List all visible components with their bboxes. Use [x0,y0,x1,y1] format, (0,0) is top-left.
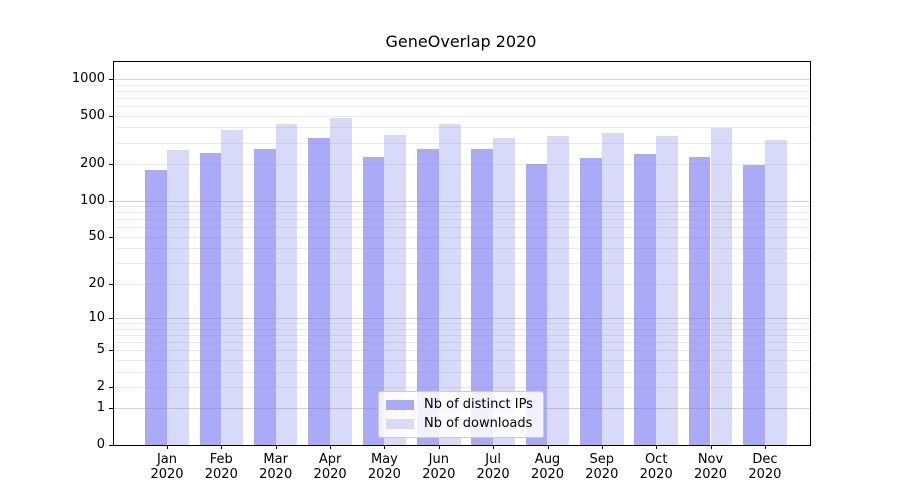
bar-oct-nb-of-distinct-ips [634,154,657,445]
bar-sep-nb-of-downloads [601,133,624,445]
y-tick-label: 10 [88,310,105,325]
x-tick-label: Nov 2020 [693,452,728,482]
legend-label-downloads: Nb of downloads [424,416,533,431]
y-tick-label: 200 [80,156,105,171]
x-tick-mark [493,445,495,449]
bar-may-nb-of-downloads [384,135,407,445]
x-tick-label: Aug 2020 [530,452,565,482]
y-tick-mark [109,200,113,202]
y-tick-mark [109,386,113,388]
bar-feb-nb-of-downloads [221,130,244,445]
x-tick-mark [547,445,549,449]
legend-item-distinct-ips: Nb of distinct IPs [386,397,533,412]
y-tick-label: 500 [80,107,105,123]
x-tick-label: Jul 2020 [476,452,510,482]
x-tick-label: Jan 2020 [150,452,184,482]
x-tick-label: Mar 2020 [259,452,293,482]
x-tick-label: Dec 2020 [748,452,782,482]
x-tick-mark [275,445,277,449]
y-tick-label: 20 [88,275,105,291]
gridline-major [114,78,810,80]
x-tick-mark [384,445,386,449]
legend-label-distinct-ips: Nb of distinct IPs [424,397,533,412]
x-tick-label: Apr 2020 [313,452,347,482]
bar-sep-nb-of-distinct-ips [580,157,602,445]
bar-dec-nb-of-downloads [764,140,787,445]
bar-mar-nb-of-downloads [275,123,298,445]
y-tick-mark [109,350,113,352]
y-tick-mark [109,164,113,165]
bar-aug-nb-of-downloads [547,136,570,445]
x-tick-label: Jun 2020 [422,452,456,482]
y-tick-label: 0 [96,437,105,452]
y-tick-label: 1000 [71,70,105,86]
gridline-minor [114,106,810,107]
legend-swatch-distinct-ips [386,399,414,410]
y-tick-mark [109,283,113,285]
bar-dec-nb-of-distinct-ips [743,165,765,445]
bar-jul-nb-of-distinct-ips [471,149,494,445]
y-tick-label: 1 [96,400,105,416]
bar-jan-nb-of-distinct-ips [145,169,167,445]
x-tick-mark [710,445,712,449]
legend: Nb of distinct IPs Nb of downloads [378,391,544,438]
bar-may-nb-of-distinct-ips [362,156,385,445]
y-tick-label: 5 [96,342,105,358]
gridline-minor [114,84,810,86]
bar-nov-nb-of-downloads [710,128,733,445]
gridline-minor [114,115,810,117]
bar-jan-nb-of-downloads [167,150,189,445]
x-tick-mark [601,445,603,449]
gridline-minor [114,90,810,92]
x-tick-mark [221,445,223,449]
y-tick-mark [109,408,113,410]
x-tick-label: Sep 2020 [585,452,619,482]
legend-item-downloads: Nb of downloads [386,416,533,431]
bar-jun-nb-of-downloads [438,123,461,445]
x-tick-mark [167,445,168,449]
x-tick-label: May 2020 [367,452,401,482]
bar-nov-nb-of-distinct-ips [688,156,711,445]
plot-area: Nb of distinct IPs Nb of downloads [113,61,811,446]
gridline-minor [114,97,810,99]
y-tick-mark [109,236,113,238]
y-tick-mark [109,78,113,80]
gridline-minor [114,127,810,129]
y-tick-mark [109,445,113,446]
x-tick-mark [330,445,332,449]
x-tick-mark [656,445,658,449]
legend-swatch-downloads [386,418,414,429]
bar-apr-nb-of-downloads [330,117,352,445]
bar-mar-nb-of-distinct-ips [253,149,276,445]
x-tick-label: Oct 2020 [639,452,673,482]
bar-jun-nb-of-distinct-ips [416,149,439,445]
x-tick-mark [764,445,766,449]
bar-feb-nb-of-distinct-ips [199,153,222,445]
y-tick-mark [109,115,113,117]
bar-aug-nb-of-distinct-ips [525,164,548,445]
y-tick-mark [109,318,113,319]
bar-jul-nb-of-downloads [493,137,515,445]
x-tick-label: Feb 2020 [204,452,238,482]
bar-apr-nb-of-distinct-ips [308,137,331,445]
chart-title: GeneOverlap 2020 [385,32,537,51]
y-tick-label: 50 [88,228,105,244]
bar-oct-nb-of-downloads [656,136,678,445]
y-tick-label: 100 [80,192,105,208]
x-tick-mark [438,445,440,449]
gridline-minor [114,142,810,144]
y-tick-label: 2 [96,378,105,394]
